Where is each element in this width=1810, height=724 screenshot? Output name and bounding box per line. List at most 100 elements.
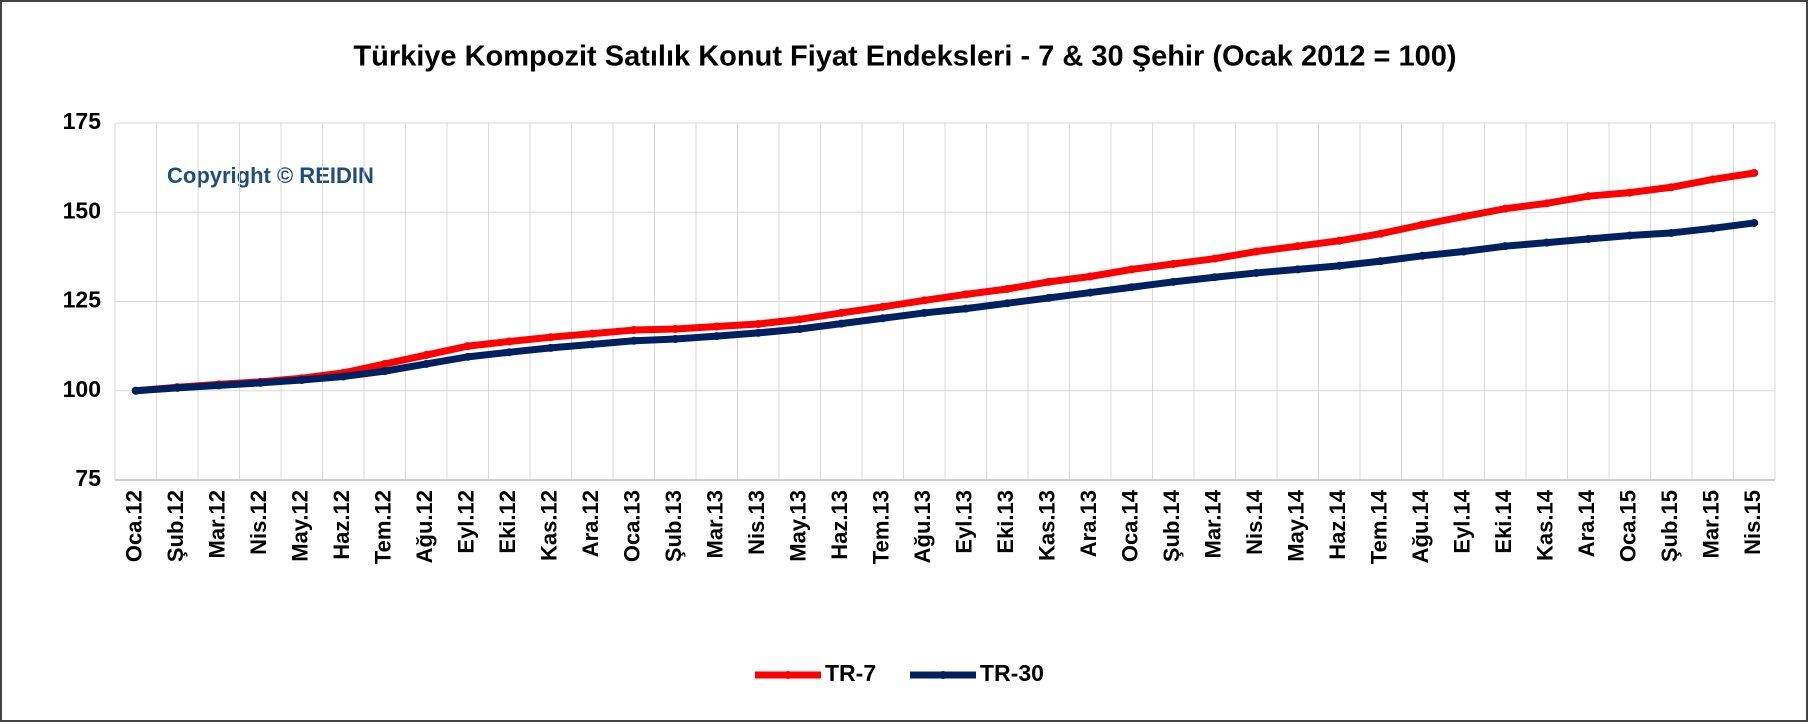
series-point [795, 315, 804, 324]
x-tick-label: Şub.14 [1159, 489, 1184, 562]
series-point [712, 322, 721, 331]
series-point [214, 381, 223, 390]
copyright-annotation: Copyright © REIDIN [167, 163, 374, 188]
y-tick-label: 100 [63, 376, 101, 402]
x-tick-label: Eki.13 [993, 490, 1018, 554]
series-point [1625, 188, 1634, 197]
x-tick-label: Eki.12 [495, 490, 520, 554]
x-tick-label: Kas.12 [537, 490, 562, 561]
series-point [1750, 168, 1759, 177]
series-point [463, 342, 472, 351]
series-point [837, 319, 846, 328]
series-point [1542, 238, 1551, 247]
x-tick-label: Haz.14 [1325, 489, 1350, 559]
series-point [1127, 265, 1136, 274]
series-point [712, 332, 721, 341]
series-point [920, 308, 929, 317]
series-point [173, 383, 182, 392]
x-tick-label: Eyl.13 [952, 490, 977, 554]
series-point [1252, 247, 1261, 256]
series-line [135, 219, 1755, 395]
series-point [754, 328, 763, 337]
series-point [1459, 212, 1468, 221]
x-tick-label: Şub.13 [661, 490, 686, 562]
legend-label: TR-30 [980, 660, 1044, 686]
series-point [505, 337, 514, 346]
series-point [878, 314, 887, 323]
x-tick-label: Nis.12 [246, 490, 271, 555]
series-point [339, 372, 348, 381]
series-point [1667, 228, 1676, 237]
x-tick-label: Ara.13 [1076, 490, 1101, 557]
series-point [1708, 175, 1717, 184]
series-point [1252, 268, 1261, 277]
x-tick-label: Oca.12 [122, 490, 147, 562]
series-point [1750, 218, 1759, 227]
x-tick-label: Oca.13 [620, 490, 645, 562]
series-point [961, 290, 970, 299]
series-point [422, 359, 431, 368]
series-point [1542, 199, 1551, 208]
x-tick-label: Eyl.12 [454, 490, 479, 554]
series-point [1293, 265, 1302, 274]
x-tick-label: Kas.13 [1035, 490, 1060, 561]
x-tick-label: Haz.12 [329, 490, 354, 560]
series-point [1210, 254, 1219, 263]
x-tick-label: Eyl.14 [1450, 489, 1475, 553]
x-tick-label: Mar.15 [1699, 490, 1724, 559]
series-point [1003, 285, 1012, 294]
series-point [1501, 242, 1510, 251]
legend-marker [939, 671, 947, 679]
series-point [754, 319, 763, 328]
series-point [422, 351, 431, 360]
series-point [505, 348, 514, 357]
x-tick-label: Nis.15 [1740, 490, 1765, 555]
series-point [380, 367, 389, 376]
series-point [1335, 261, 1344, 270]
series-point [1169, 277, 1178, 286]
x-tick-label: Oca.14 [1118, 489, 1143, 562]
series-point [837, 308, 846, 317]
y-tick-label: 150 [63, 197, 101, 223]
x-tick-label: May.14 [1284, 489, 1309, 562]
series-point [588, 340, 597, 349]
x-tick-label: Tem.12 [371, 490, 396, 564]
x-tick-label: Ağu.13 [910, 490, 935, 563]
x-tick-label: Tem.13 [869, 490, 894, 564]
series-point [1418, 251, 1427, 260]
x-tick-label: Mar.13 [703, 490, 728, 559]
series-point [1044, 293, 1053, 302]
y-tick-label: 125 [63, 287, 102, 313]
x-tick-label: Tem.14 [1367, 489, 1392, 564]
series-point [629, 326, 638, 335]
series-point [1708, 224, 1717, 233]
series-point [1376, 257, 1385, 266]
series-point [920, 296, 929, 305]
series-point [1667, 183, 1676, 192]
series-point [671, 334, 680, 343]
x-tick-label: Ara.12 [578, 490, 603, 557]
series-point [1210, 273, 1219, 282]
y-tick-label: 75 [75, 465, 101, 491]
x-tick-label: Ağu.12 [412, 490, 437, 563]
series-point [1003, 299, 1012, 308]
x-tick-label: Şub.15 [1657, 490, 1682, 562]
series-point [1044, 277, 1053, 286]
series-line [135, 169, 1755, 395]
series-point [1086, 288, 1095, 297]
series-point [1169, 260, 1178, 269]
series-point [1459, 247, 1468, 256]
series-point [588, 329, 597, 338]
legend-marker [784, 671, 792, 679]
series-point [1376, 229, 1385, 238]
series-point [961, 304, 970, 313]
x-tick-label: Ağu.14 [1408, 489, 1433, 563]
x-tick-label: Mar.12 [205, 490, 230, 559]
y-tick-label: 175 [63, 108, 102, 134]
x-tick-label: Şub.12 [163, 490, 188, 562]
series-point [380, 359, 389, 368]
series-point [1418, 220, 1427, 229]
series-point [671, 324, 680, 333]
series-point [1584, 235, 1593, 244]
